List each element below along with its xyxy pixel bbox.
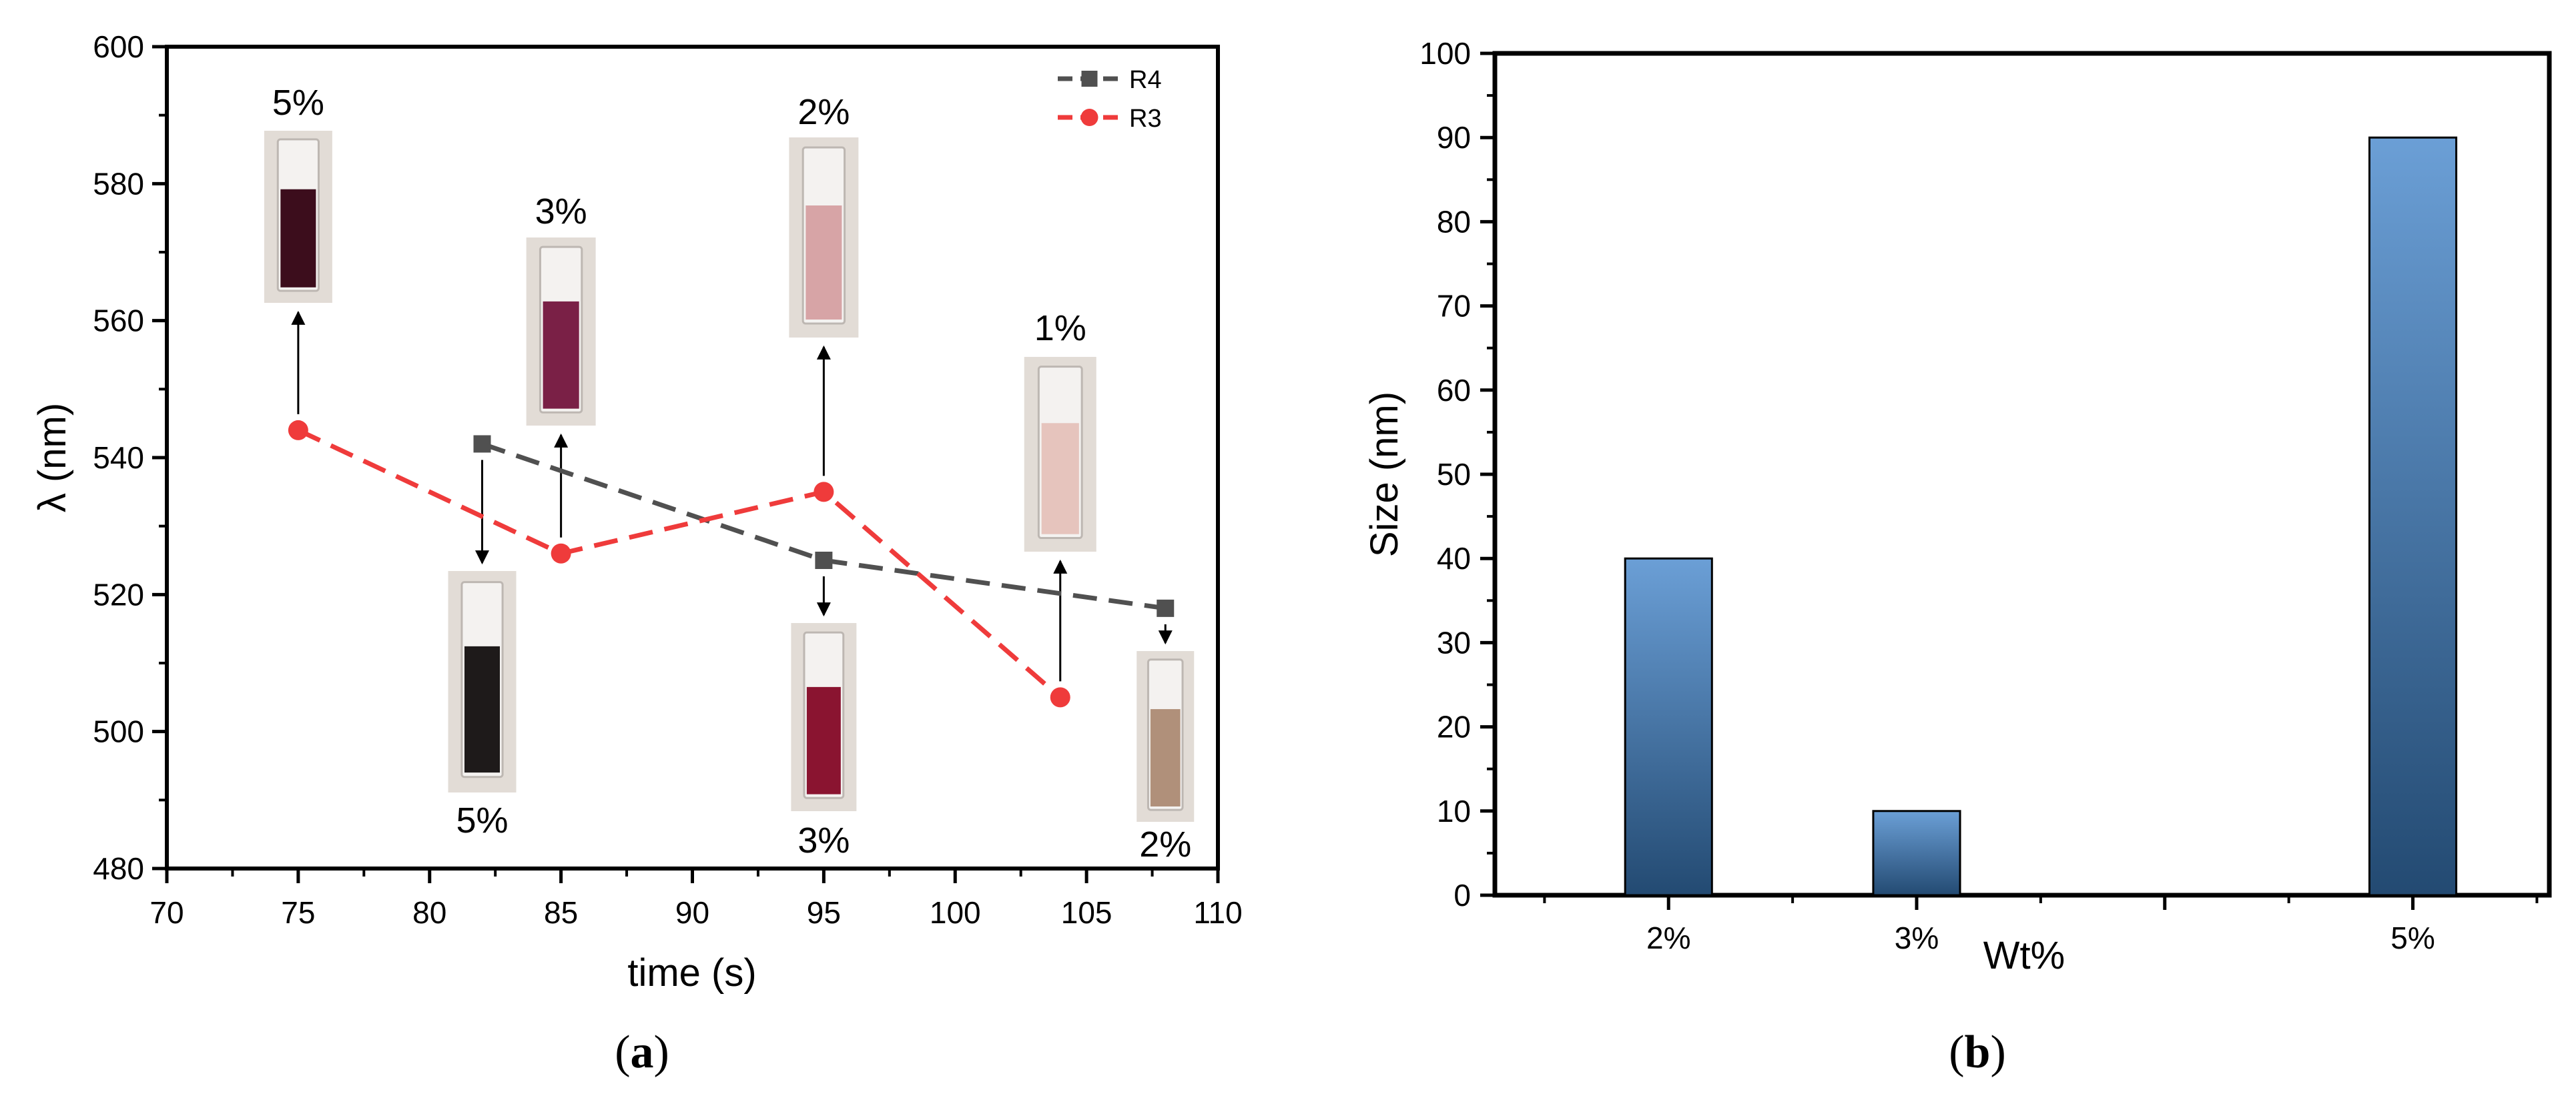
- bar-5%: [2368, 136, 2458, 897]
- vial-liquid: [280, 189, 316, 288]
- vial-label: 2%: [797, 92, 850, 132]
- vial-image: [789, 137, 859, 338]
- chart-b-panel-label: (b): [1949, 1027, 2006, 1078]
- legend-marker-R4: [1081, 71, 1098, 87]
- chart-b-ticks: 0 10 20 30 40 50 60 70 80 90 100 2% 3% 5%: [1419, 36, 2539, 955]
- chart-a-x-axis-label: time (s): [627, 951, 756, 995]
- bar-2%: [1624, 557, 1713, 897]
- vial-image: [264, 131, 332, 303]
- chart-a-ticks: 70 75 80 85 90 95 100 105 110 480 500 520 540 560 580 6…: [93, 29, 1242, 930]
- y-tick-label: 500: [93, 714, 144, 749]
- panel-letter: b: [1965, 1027, 1991, 1078]
- data-point-R4: [1157, 599, 1175, 617]
- data-point-R3: [1050, 687, 1070, 708]
- data-point-R4: [473, 435, 491, 453]
- x-tick-label: 110: [1193, 895, 1242, 930]
- y-tick-label: 540: [93, 440, 144, 475]
- y-tick-label: 90: [1437, 120, 1471, 155]
- vial-liquid: [464, 646, 501, 773]
- y-tick-label: 70: [1437, 289, 1471, 324]
- x-tick-label: 100: [930, 895, 981, 930]
- y-tick-label: 480: [93, 851, 144, 886]
- vial-liquid: [806, 686, 841, 794]
- y-tick-label: 0: [1454, 878, 1471, 913]
- chart-a-series: [288, 420, 1175, 708]
- panel-letter: a: [631, 1027, 654, 1078]
- vial-image: [526, 237, 596, 426]
- vial-image: [1024, 357, 1096, 552]
- chart-b-bars: [1624, 136, 2458, 897]
- chart-a-arrows: [291, 310, 1173, 682]
- chart-a-y-axis-label: λ (nm): [31, 403, 74, 512]
- vial-liquid: [1041, 423, 1079, 534]
- y-tick-label: 10: [1437, 794, 1471, 829]
- x-tick-label: 75: [281, 895, 315, 930]
- vial-image: [448, 571, 517, 792]
- vial-liquid: [1150, 709, 1181, 806]
- y-tick-label: 580: [93, 166, 144, 201]
- x-tick-label: 80: [412, 895, 446, 930]
- x-tick-label: 5%: [2390, 921, 2435, 955]
- data-point-R4: [815, 552, 833, 569]
- vial-label: 5%: [456, 800, 508, 841]
- series-line-R3: [297, 428, 1062, 699]
- chart-a-annotations: 5% 3% 2% 1% 5% 3% 2%: [272, 83, 1191, 865]
- vial-image: [1137, 651, 1195, 822]
- y-tick-label: 520: [93, 577, 144, 612]
- y-tick-label: 80: [1437, 204, 1471, 239]
- vial-liquid: [806, 205, 842, 320]
- chart-a-panel-label: (a): [615, 1027, 669, 1078]
- y-tick-label: 20: [1437, 710, 1471, 744]
- chart-b-y-axis-label: Size (nm): [1363, 392, 1406, 557]
- panel-paren: ): [654, 1027, 669, 1078]
- data-point-R3: [551, 543, 571, 564]
- vial-label: 3%: [535, 191, 587, 231]
- y-tick-label: 600: [93, 29, 144, 64]
- x-tick-label: 3%: [1895, 921, 1939, 955]
- y-tick-label: 100: [1419, 36, 1471, 71]
- y-tick-label: 50: [1437, 457, 1471, 492]
- panel-paren: (: [1949, 1027, 1964, 1078]
- legend-label-R4: R4: [1129, 66, 1162, 94]
- x-tick-label: 85: [544, 895, 578, 930]
- panel-paren: ): [1990, 1027, 2005, 1078]
- x-tick-label: 95: [807, 895, 841, 930]
- data-point-R3: [814, 482, 834, 502]
- x-tick-label: 90: [675, 895, 709, 930]
- x-tick-label: 2%: [1646, 921, 1690, 955]
- vial-label: 3%: [797, 820, 850, 861]
- y-tick-label: 40: [1437, 541, 1471, 576]
- chart-b: 0 10 20 30 40 50 60 70 80 90 100 2% 3% 5% Wt% Size (n…: [1363, 36, 2552, 1078]
- chart-a: 70 75 80 85 90 95 100 105 110 480 500 520 540 560 580 6…: [31, 29, 1243, 1078]
- chart-b-x-axis-label: Wt%: [1983, 934, 2065, 977]
- y-tick-label: 60: [1437, 373, 1471, 408]
- chart-a-vial-images: [264, 131, 1195, 822]
- vial-liquid: [543, 301, 579, 409]
- data-point-R3: [288, 420, 308, 440]
- y-tick-label: 560: [93, 304, 144, 338]
- x-tick-label: 105: [1061, 895, 1112, 930]
- legend-marker-R3: [1080, 109, 1098, 126]
- bar-3%: [1872, 810, 1961, 897]
- vial-label: 5%: [272, 83, 324, 123]
- vial-label: 2%: [1139, 824, 1191, 865]
- y-tick-label: 30: [1437, 625, 1471, 660]
- vial-label: 1%: [1034, 308, 1086, 348]
- vial-image: [791, 623, 857, 811]
- legend-label-R3: R3: [1129, 105, 1162, 133]
- x-tick-label: 70: [149, 895, 184, 930]
- panel-paren: (: [615, 1027, 630, 1078]
